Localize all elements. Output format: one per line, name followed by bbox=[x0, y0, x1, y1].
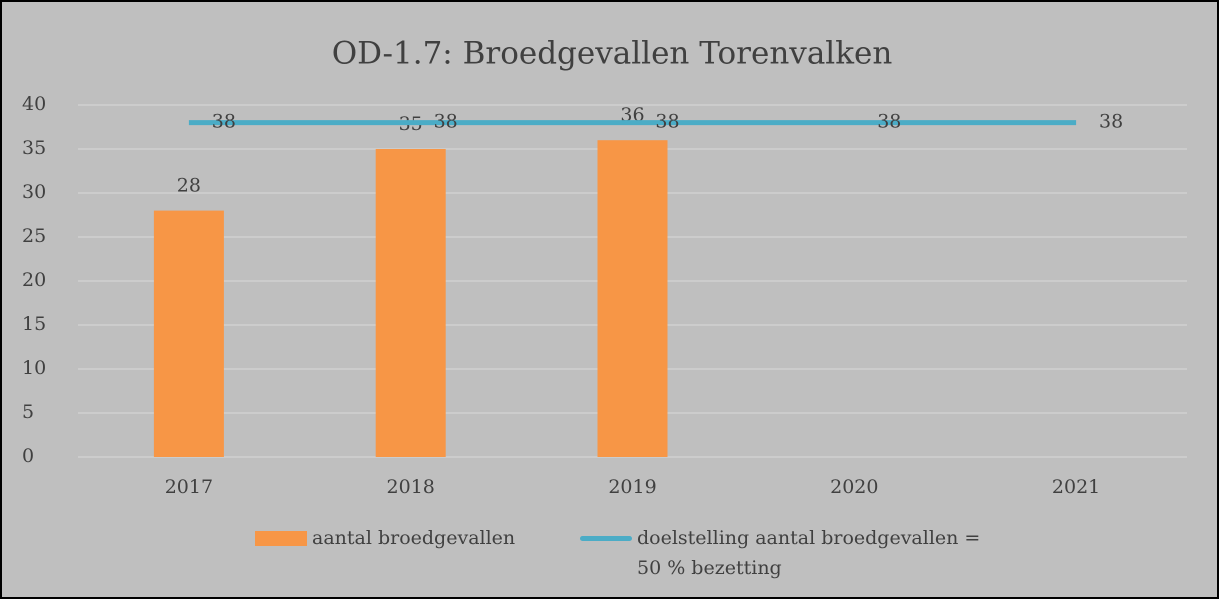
x-tick-label: 2019 bbox=[608, 476, 656, 498]
x-tick-label: 2018 bbox=[387, 476, 435, 498]
bar bbox=[597, 140, 668, 457]
bar bbox=[375, 149, 446, 457]
x-tick-label: 2020 bbox=[830, 476, 878, 498]
legend-swatch bbox=[255, 531, 307, 546]
y-tick-label: 20 bbox=[22, 269, 46, 291]
y-tick-label: 30 bbox=[22, 181, 46, 203]
bar bbox=[153, 210, 224, 457]
y-tick-label: 35 bbox=[22, 137, 46, 159]
data-label: 38 bbox=[877, 111, 901, 133]
data-label: 38 bbox=[212, 111, 236, 133]
y-tick-label: 10 bbox=[22, 357, 46, 379]
legend-swatch bbox=[580, 536, 632, 541]
data-label: 38 bbox=[1099, 111, 1123, 133]
y-tick-label: 25 bbox=[22, 225, 46, 247]
y-tick-label: 5 bbox=[22, 401, 34, 423]
y-tick-label: 0 bbox=[22, 445, 34, 467]
chart-title: OD-1.7: Broedgevallen Torenvalken bbox=[332, 36, 893, 72]
legend-label: aantal broedgevallen bbox=[312, 527, 516, 549]
data-label: 28 bbox=[177, 175, 201, 197]
y-tick-label: 15 bbox=[22, 313, 46, 335]
data-label: 38 bbox=[655, 111, 679, 133]
data-label: 38 bbox=[434, 111, 458, 133]
legend-label: doelstelling aantal broedgevallen = 50 %… bbox=[637, 527, 981, 579]
x-tick-label: 2021 bbox=[1052, 476, 1100, 498]
y-tick-label: 40 bbox=[22, 93, 46, 115]
x-tick-label: 2017 bbox=[165, 476, 213, 498]
